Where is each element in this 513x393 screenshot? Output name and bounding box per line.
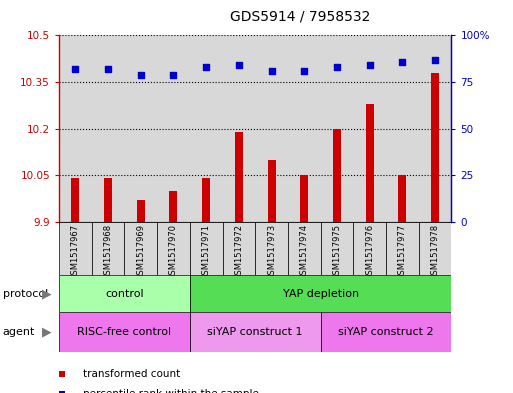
- Point: [169, 72, 177, 78]
- Bar: [124, 222, 157, 275]
- Text: control: control: [105, 289, 144, 299]
- Bar: [92, 35, 124, 222]
- Bar: [190, 222, 223, 275]
- Bar: [288, 222, 321, 275]
- Bar: [321, 312, 451, 352]
- Point: [333, 64, 341, 70]
- Point: [136, 72, 145, 78]
- Bar: [419, 35, 451, 222]
- Bar: [386, 222, 419, 275]
- Text: GSM1517977: GSM1517977: [398, 224, 407, 280]
- Bar: [157, 222, 190, 275]
- Bar: [71, 178, 80, 222]
- Bar: [124, 35, 157, 222]
- Bar: [300, 175, 308, 222]
- Text: GSM1517976: GSM1517976: [365, 224, 374, 280]
- Text: GSM1517969: GSM1517969: [136, 224, 145, 280]
- Bar: [399, 175, 406, 222]
- Bar: [59, 222, 92, 275]
- Text: ▶: ▶: [42, 287, 52, 300]
- Bar: [366, 104, 373, 222]
- Text: GDS5914 / 7958532: GDS5914 / 7958532: [229, 9, 370, 24]
- Bar: [157, 35, 190, 222]
- Text: siYAP construct 1: siYAP construct 1: [207, 327, 303, 337]
- Text: RISC-free control: RISC-free control: [77, 327, 171, 337]
- Bar: [92, 222, 125, 275]
- Bar: [353, 35, 386, 222]
- Bar: [202, 178, 210, 222]
- Text: siYAP construct 2: siYAP construct 2: [338, 327, 434, 337]
- Point: [202, 64, 210, 70]
- Point: [71, 66, 80, 72]
- Bar: [59, 312, 190, 352]
- Text: agent: agent: [3, 327, 35, 337]
- Point: [431, 57, 439, 63]
- Bar: [59, 35, 92, 222]
- Text: GSM1517975: GSM1517975: [332, 224, 342, 280]
- Bar: [137, 200, 145, 222]
- Text: YAP depletion: YAP depletion: [283, 289, 359, 299]
- Bar: [190, 35, 223, 222]
- Bar: [255, 222, 288, 275]
- Bar: [59, 275, 190, 312]
- Bar: [190, 275, 451, 312]
- Text: GSM1517974: GSM1517974: [300, 224, 309, 280]
- Bar: [353, 222, 386, 275]
- Bar: [190, 312, 321, 352]
- Bar: [223, 35, 255, 222]
- Bar: [431, 73, 439, 222]
- Point: [398, 58, 406, 64]
- Bar: [321, 222, 353, 275]
- Point: [104, 66, 112, 72]
- Bar: [333, 129, 341, 222]
- Text: GSM1517973: GSM1517973: [267, 224, 276, 280]
- Bar: [169, 191, 177, 222]
- Bar: [235, 132, 243, 222]
- Bar: [288, 35, 321, 222]
- Point: [300, 68, 308, 74]
- Bar: [255, 35, 288, 222]
- Point: [235, 62, 243, 68]
- Text: GSM1517972: GSM1517972: [234, 224, 243, 280]
- Text: percentile rank within the sample: percentile rank within the sample: [83, 389, 259, 393]
- Bar: [386, 35, 419, 222]
- Bar: [223, 222, 255, 275]
- Bar: [419, 222, 451, 275]
- Bar: [268, 160, 275, 222]
- Text: GSM1517968: GSM1517968: [104, 224, 112, 280]
- Text: transformed count: transformed count: [83, 369, 181, 379]
- Text: GSM1517971: GSM1517971: [202, 224, 211, 280]
- Text: protocol: protocol: [3, 289, 48, 299]
- Text: ▶: ▶: [42, 325, 52, 339]
- Point: [267, 68, 275, 74]
- Text: GSM1517967: GSM1517967: [71, 224, 80, 280]
- Bar: [321, 35, 353, 222]
- Point: [366, 62, 374, 68]
- Bar: [104, 178, 112, 222]
- Text: GSM1517970: GSM1517970: [169, 224, 178, 280]
- Text: GSM1517978: GSM1517978: [430, 224, 440, 280]
